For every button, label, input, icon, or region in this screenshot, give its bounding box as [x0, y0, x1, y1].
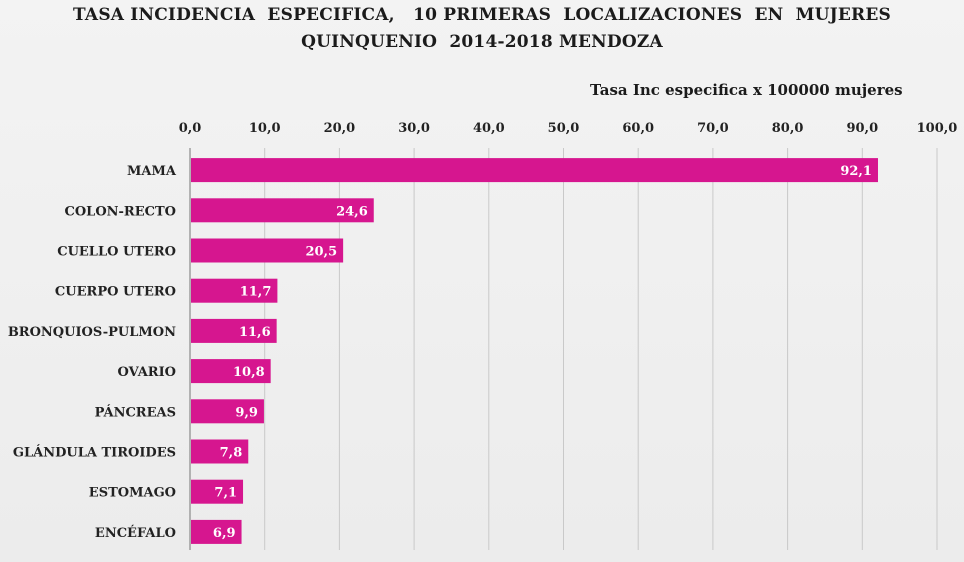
- data-label: 92,1: [840, 164, 872, 179]
- bar: [191, 278, 278, 303]
- chart-title: TASA INCIDENCIA ESPECIFICA, 10 PRIMERAS …: [0, 2, 964, 56]
- data-label: 11,7: [240, 285, 272, 300]
- category-label: CUELLO UTERO: [57, 245, 176, 260]
- x-tick-label: 10,0: [249, 121, 281, 136]
- data-label: 11,6: [239, 325, 271, 340]
- data-label: 7,8: [220, 446, 243, 461]
- x-tick-label: 70,0: [697, 121, 729, 136]
- bar: [191, 359, 271, 384]
- category-label: MAMA: [127, 164, 177, 179]
- x-tick-label: 20,0: [324, 121, 356, 136]
- x-tick-label: 0,0: [179, 121, 202, 136]
- bar: [191, 479, 244, 504]
- category-label: CUERPO UTERO: [55, 285, 176, 300]
- data-label: 24,6: [336, 204, 368, 219]
- category-label: OVARIO: [118, 365, 176, 380]
- bar: [191, 198, 374, 223]
- category-label: PÁNCREAS: [95, 404, 176, 420]
- x-tick-label: 40,0: [473, 121, 505, 136]
- bar: [191, 399, 264, 424]
- chart-title-line-2: QUINQUENIO 2014-2018 MENDOZA: [301, 32, 663, 52]
- bar: [191, 238, 344, 263]
- bar: [191, 439, 249, 464]
- category-label: ENCÉFALO: [95, 525, 176, 541]
- category-label: ESTOMAGO: [89, 486, 176, 501]
- x-tick-label: 100,0: [917, 121, 958, 136]
- data-label: 9,9: [235, 405, 258, 420]
- bar: [191, 158, 878, 183]
- data-label: 20,5: [305, 245, 337, 260]
- x-tick-label: 30,0: [398, 121, 430, 136]
- chart-title-line-1: TASA INCIDENCIA ESPECIFICA, 10 PRIMERAS …: [73, 5, 891, 25]
- x-tick-label: 90,0: [846, 121, 878, 136]
- data-label: 7,1: [214, 486, 237, 501]
- x-tick-label: 50,0: [548, 121, 580, 136]
- x-tick-label: 80,0: [772, 121, 804, 136]
- category-label: GLÁNDULA TIROIDES: [13, 445, 176, 461]
- x-tick-label: 60,0: [622, 121, 654, 136]
- category-label: BRONQUIOS-PULMON: [8, 325, 176, 340]
- data-label: 10,8: [233, 365, 265, 380]
- bar: [191, 519, 242, 544]
- category-label: COLON-RECTO: [65, 204, 176, 219]
- x-axis-title: Tasa Inc especifica x 100000 mujeres: [590, 81, 903, 99]
- data-label: 6,9: [213, 526, 236, 541]
- bar: [191, 318, 277, 343]
